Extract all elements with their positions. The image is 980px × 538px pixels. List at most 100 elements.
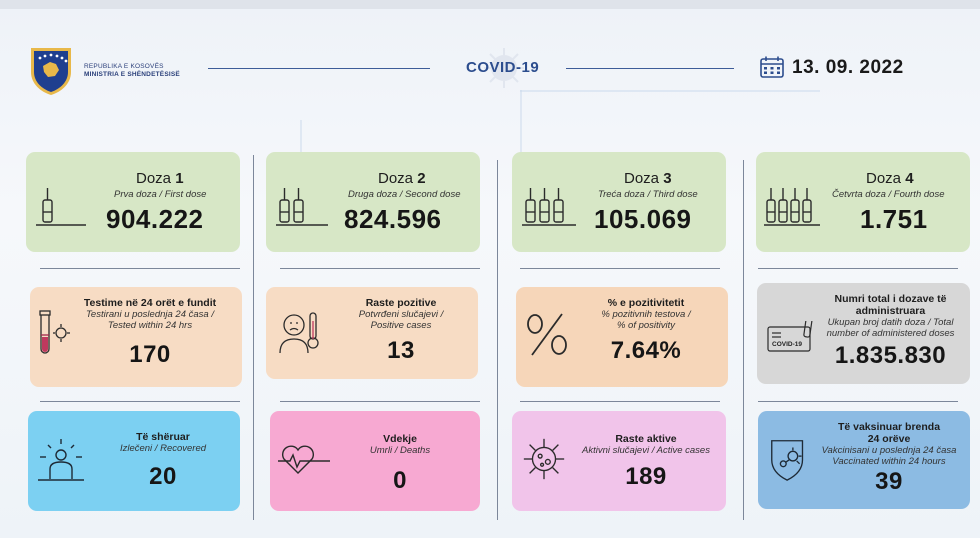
recovered-person-icon (38, 439, 84, 481)
row-divider (40, 401, 240, 402)
dose-number: 2 (417, 170, 426, 187)
ministry-name: REPUBLIKA E KOSOVËS MINISTRIA E SHËNDETË… (84, 63, 180, 79)
vaccinated-24h-value: 39 (875, 468, 903, 495)
row-divider (758, 401, 958, 402)
vaccinated-24h-subtitle-1: Vakcinisani u poslednja 24 časa (821, 445, 957, 456)
virus-icon (523, 438, 565, 480)
org-line-2: MINISTRIA E SHËNDETËSISË (84, 71, 180, 78)
vaccinated-24h-card: Të vaksinuar brenda 24 orëve Vakcinisani… (758, 411, 970, 509)
dose-number: 3 (663, 170, 672, 187)
covid-certificate-icon: COVID-19 (767, 321, 815, 353)
vial-icon (36, 188, 86, 226)
deaths-title: Vdekje (383, 433, 417, 445)
dose-3-card: Doza 3 Treća doza / Third dose 105.069 (512, 152, 726, 252)
dose-1-value: 904.222 (106, 204, 204, 234)
dose-1-card: Doza 1 Prva doza / First dose 904.222 (26, 152, 240, 252)
positivity-value: 7.64% (610, 337, 682, 364)
active-cases-subtitle: Aktivni slučajevi / Active cases (582, 445, 710, 456)
header-divider-left (208, 68, 430, 69)
positive-cases-subtitle-2: Positive cases (370, 320, 432, 331)
heart-monitor-icon (278, 445, 330, 474)
kosovo-coat-of-arms-icon (31, 48, 71, 95)
tests-subtitle-2: Tested within 24 hrs (107, 320, 193, 331)
column-divider (743, 160, 744, 520)
sick-person-thermometer-icon (279, 312, 319, 354)
top-bar (0, 0, 980, 9)
positivity-card: % e pozitivitetit % pozitivnih testova /… (516, 287, 728, 387)
positive-cases-card: Raste pozitive Potvrđeni slučajevi / Pos… (266, 287, 478, 379)
dose-3-subtitle: Treća doza / Third dose (598, 189, 698, 200)
calendar-icon (760, 56, 784, 78)
dose-label: Doza (866, 170, 902, 187)
dose-1-title: Doza 1 (136, 170, 184, 187)
dose-4-title: Doza 4 (866, 170, 914, 187)
deaths-card: Vdekje Umrli / Deaths 0 (270, 411, 480, 511)
positive-cases-subtitle-1: Potvrđeni slučajevi / (358, 309, 444, 320)
deaths-value: 0 (393, 467, 407, 494)
org-line-1: REPUBLIKA E KOSOVËS (84, 63, 164, 70)
dose-number: 4 (905, 170, 914, 187)
positivity-subtitle-2: % of positivity (616, 320, 676, 331)
dose-2-title: Doza 2 (378, 170, 426, 187)
dose-3-title: Doza 3 (624, 170, 672, 187)
positivity-subtitle-1: % pozitivnih testova / (601, 309, 691, 320)
vaccinated-24h-title-1: Të vaksinuar brenda (837, 421, 941, 433)
row-divider (40, 268, 240, 269)
active-cases-card: Raste aktive Aktivni slučajevi / Active … (512, 411, 726, 511)
active-cases-value: 189 (625, 463, 667, 490)
dose-2-card: Doza 2 Druga doza / Second dose 824.596 (266, 152, 480, 252)
recovered-card: Të shëruar Izlečeni / Recovered 20 (28, 411, 240, 511)
tests-title: Testime në 24 orët e fundit (83, 297, 217, 309)
dose-4-card: Doza 4 Četvrta doza / Fourth dose 1.751 (756, 152, 970, 252)
row-divider (758, 268, 958, 269)
background-line (520, 90, 820, 92)
vaccinated-24h-title-2: 24 orëve (867, 433, 911, 445)
total-doses-title-1: Numri total i dozave të (834, 293, 947, 305)
tests-subtitle-1: Testirani u poslednja 24 časa / (86, 309, 214, 320)
recovered-value: 20 (149, 463, 177, 490)
vaccinated-24h-subtitle-2: Vaccinated within 24 hours (832, 456, 946, 467)
active-cases-title: Raste aktive (615, 433, 677, 445)
dose-3-value: 105.069 (594, 204, 692, 234)
total-doses-card: COVID-19 Numri total i dozave të adminis… (757, 283, 970, 384)
total-doses-subtitle-1: Ukupan broj datih doza / Total (827, 317, 954, 328)
total-doses-subtitle-2: number of administered doses (826, 328, 955, 339)
percent-icon (527, 313, 567, 356)
dose-number: 1 (175, 170, 184, 187)
certificate-frame-icon (767, 321, 813, 352)
dose-1-subtitle: Prva doza / First dose (114, 189, 207, 200)
dose-label: Doza (624, 170, 660, 187)
deaths-subtitle: Umrli / Deaths (369, 445, 431, 456)
report-date: 13. 09. 2022 (792, 57, 904, 78)
recovered-subtitle: Izlečeni / Recovered (119, 443, 207, 454)
certificate-label: COVID-19 (772, 341, 802, 348)
dose-label: Doza (378, 170, 414, 187)
covid-title: COVID-19 (466, 59, 540, 76)
row-divider (520, 268, 720, 269)
covid-virus-icon (484, 48, 524, 88)
test-tube-icon (39, 310, 70, 354)
column-divider (497, 160, 498, 520)
tests-value: 170 (129, 341, 171, 368)
row-divider (280, 268, 480, 269)
dose-4-value: 1.751 (860, 204, 928, 234)
column-divider (253, 155, 254, 520)
dose-label: Doza (136, 170, 172, 187)
dose-4-subtitle: Četvrta doza / Fourth dose (832, 189, 945, 200)
dose-2-subtitle: Druga doza / Second dose (348, 189, 461, 200)
positive-cases-value: 13 (387, 337, 415, 364)
positive-cases-title: Raste pozitive (365, 297, 437, 309)
tests-card: Testime në 24 orët e fundit Testirani u … (30, 287, 242, 387)
total-doses-title-2: administruara (855, 305, 926, 317)
header-divider-right (566, 68, 734, 69)
total-doses-value: 1.835.830 (834, 342, 947, 369)
row-divider (280, 401, 480, 402)
dose-2-value: 824.596 (344, 204, 442, 234)
vial-icon (276, 188, 328, 226)
recovered-title: Të shëruar (136, 431, 190, 443)
positivity-title: % e pozitivitetit (607, 297, 685, 309)
row-divider (520, 401, 720, 402)
vial-icon (522, 188, 576, 226)
vial-icon (764, 188, 820, 226)
shield-virus-icon (771, 440, 804, 481)
